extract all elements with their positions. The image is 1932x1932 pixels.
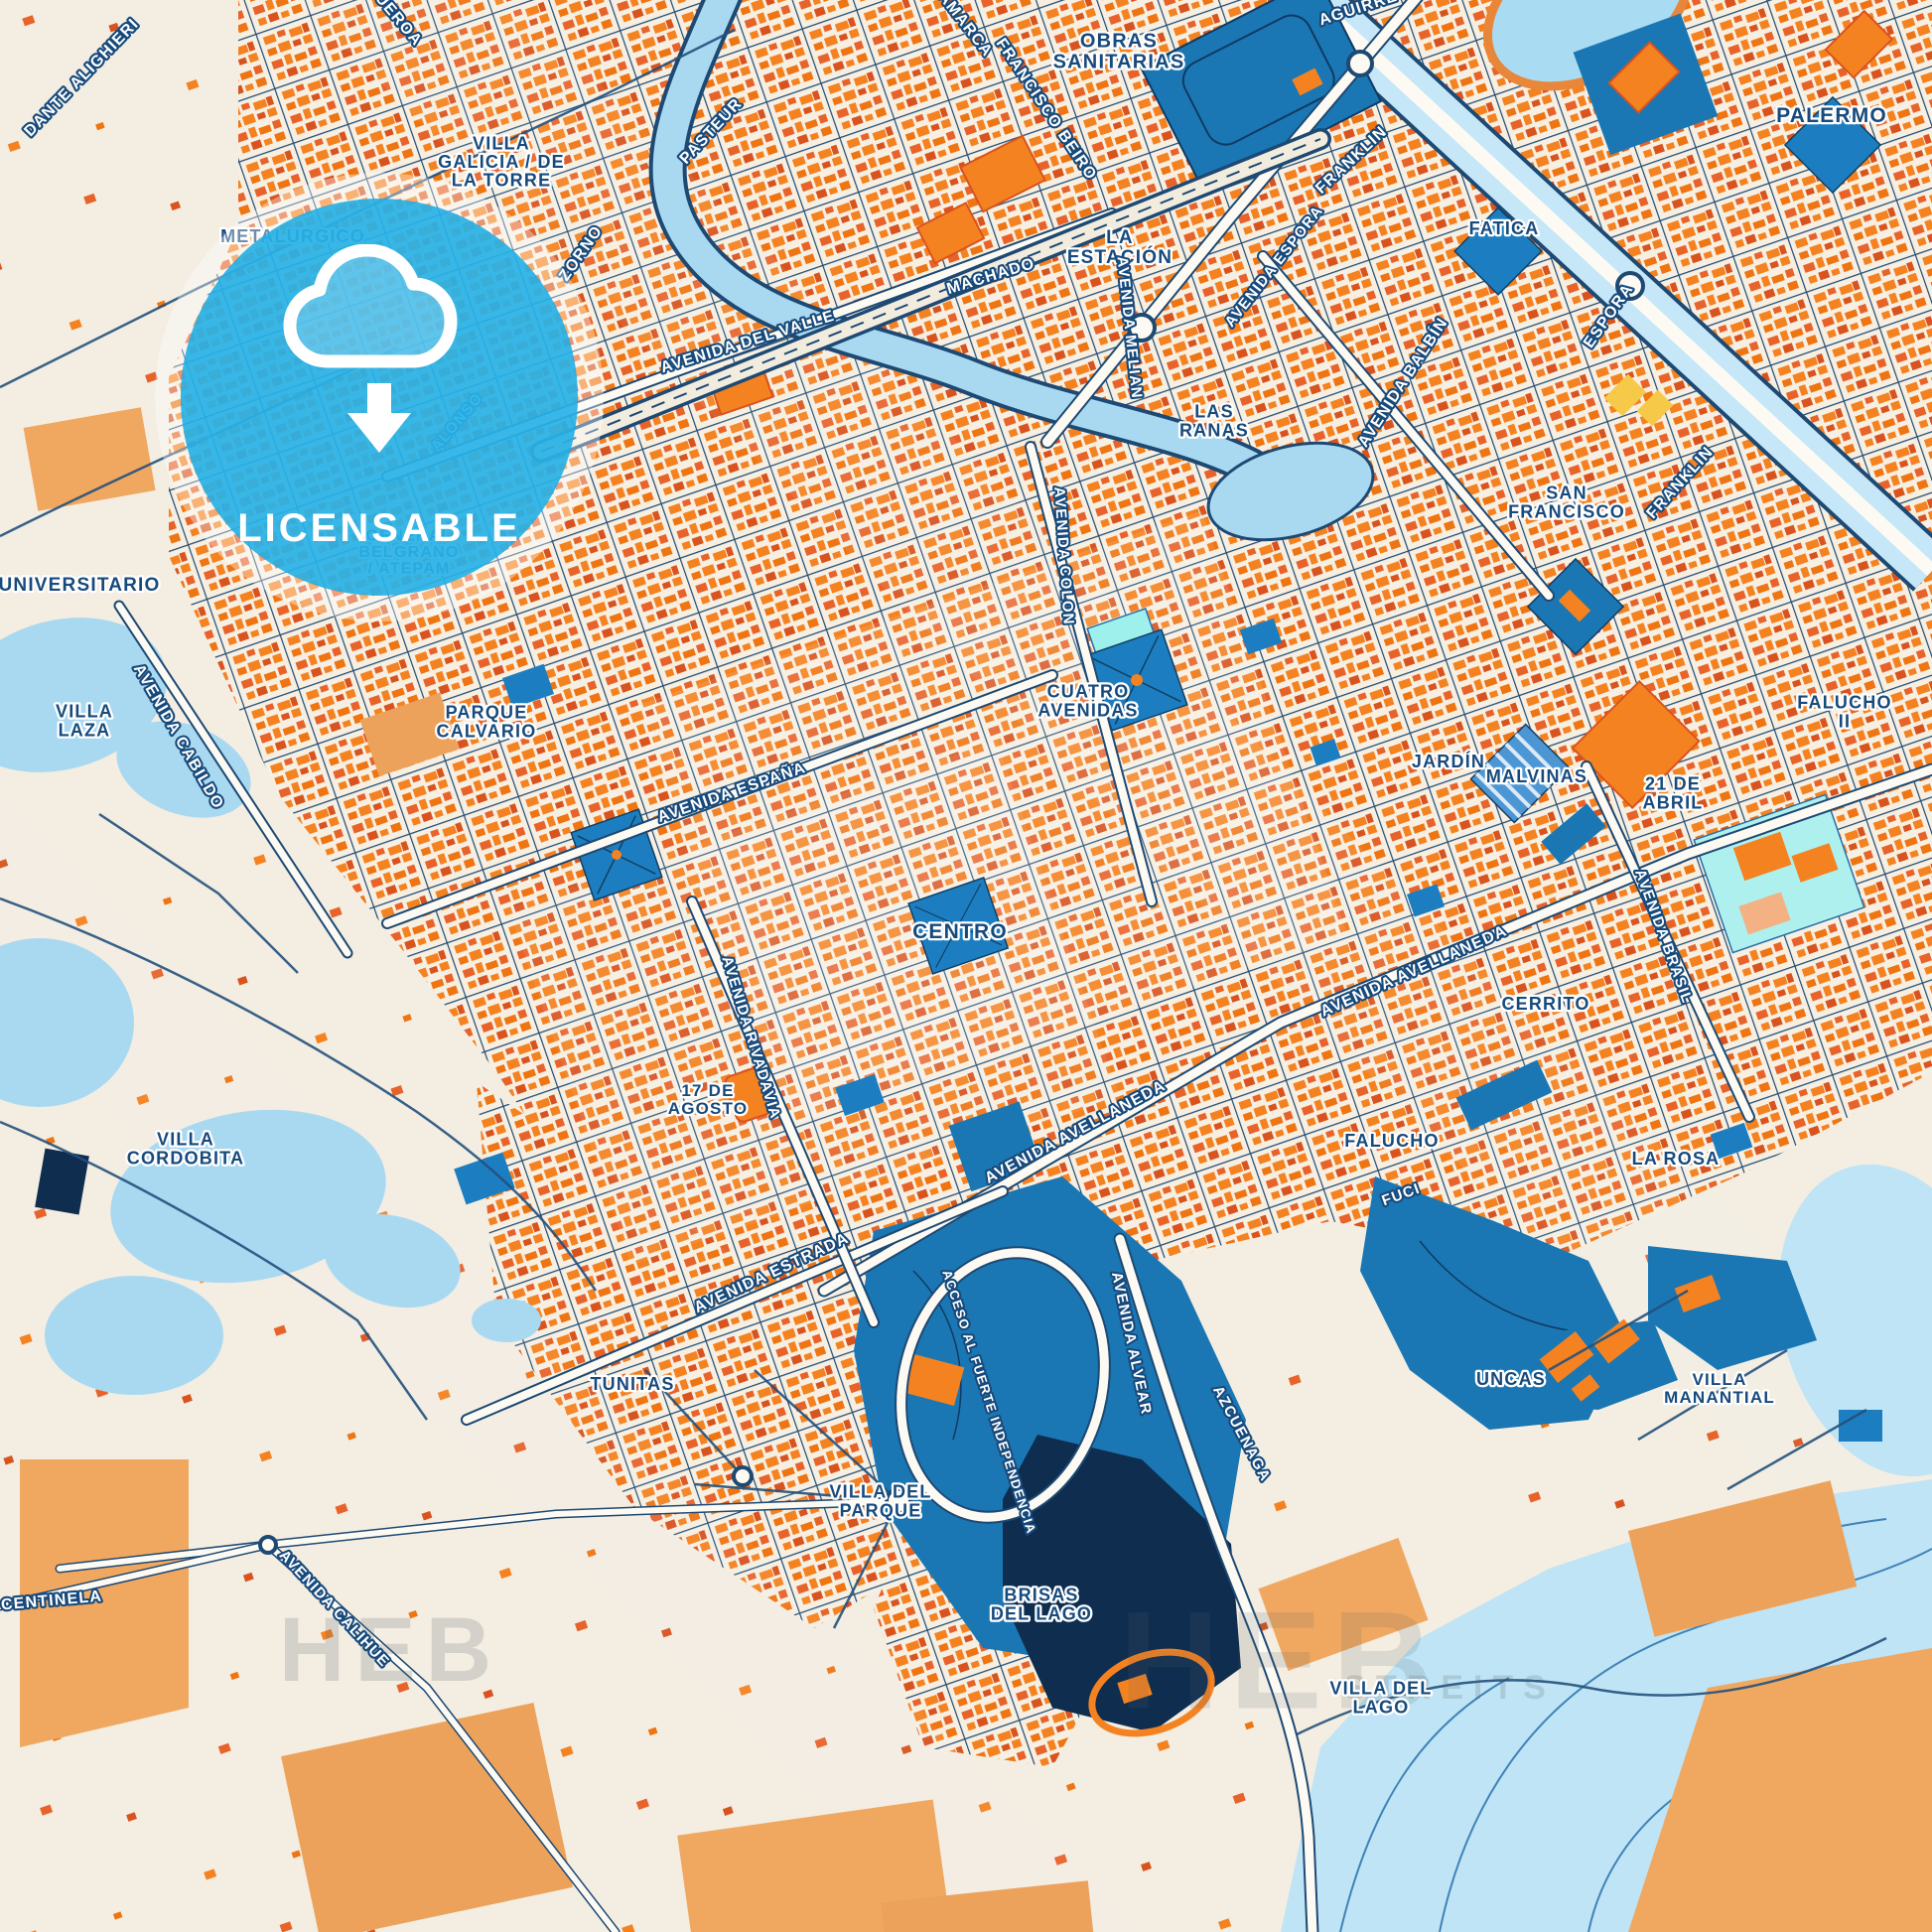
place-label: UNIVERSITARIO <box>0 575 161 596</box>
roundabout <box>732 1465 754 1487</box>
rural-roads <box>0 28 1887 1739</box>
place-label: LAS RANAS <box>1179 402 1249 441</box>
avenida-alvear <box>1115 1234 1317 1932</box>
roundabout <box>1615 271 1645 301</box>
avenida-espora <box>1042 0 1422 447</box>
place-label: FALUCHO II <box>1797 693 1891 732</box>
centinela-road <box>57 1498 901 1572</box>
avenida-calihue-road <box>265 1542 619 1932</box>
avenida-avellaneda <box>819 764 1932 1296</box>
avenida-cabildo <box>115 602 351 957</box>
place-label: VILLA GALICIA / DE LA TORRE <box>438 133 565 190</box>
licensable-badge[interactable]: LICENSABLE <box>181 199 578 596</box>
roundabout <box>1127 313 1157 343</box>
avenida-espana <box>383 671 1056 927</box>
watermark-text: HEB <box>1119 1583 1443 1738</box>
place-label: PARQUE CALVARIO <box>437 703 537 742</box>
parcel-striped <box>1469 723 1571 824</box>
plaza-fatica <box>1453 207 1543 296</box>
place-label: TUNITAS <box>590 1374 674 1394</box>
rural-patches <box>20 407 1932 1932</box>
avenida-colon <box>1027 443 1156 905</box>
place-label: CERRITO <box>1501 994 1589 1014</box>
watermark-text: HEB <box>279 1599 501 1701</box>
park-uncas <box>1514 1320 1678 1410</box>
parcel-san-francisco <box>1526 557 1625 656</box>
place-label: FALUCHO <box>1344 1131 1439 1151</box>
place-label: 17 DE AGOSTO <box>668 1081 749 1118</box>
railway <box>530 128 1331 463</box>
obras-sanitarias-parcel <box>1139 0 1383 194</box>
avenida-balbin <box>1259 252 1553 600</box>
lake-dark <box>1003 1435 1241 1732</box>
parcel-21-de-abril <box>1571 679 1701 810</box>
place-label: MALVINAS <box>1486 766 1587 786</box>
place-label: SAN FRANCISCO <box>1508 483 1625 522</box>
place-label: JARDÍN <box>1412 751 1485 771</box>
avenida-brasil <box>1583 762 1753 1121</box>
place-label: LA ROSA <box>1632 1149 1721 1169</box>
place-label: OBRAS SANITARIAS <box>1053 31 1185 73</box>
plaza-centro <box>907 877 1010 975</box>
parks-layer <box>854 803 1817 1732</box>
place-label: PALERMO <box>1776 104 1887 127</box>
badge-label: LICENSABLE <box>237 505 521 550</box>
roundabout <box>885 1487 912 1515</box>
roundabout <box>1346 50 1374 77</box>
place-label: BRISAS DEL LAGO <box>991 1586 1092 1624</box>
plaza-palermo <box>1783 95 1882 195</box>
place-label: CUATRO AVENIDAS <box>1037 682 1138 721</box>
place-label: VILLA DEL LAGO <box>1329 1679 1432 1718</box>
stadium-track <box>1088 1648 1215 1737</box>
place-label: LA ESTACIÓN <box>1067 227 1173 268</box>
avenida-estrada <box>463 1187 1007 1424</box>
acceso-fuerte-loop <box>897 1248 1109 1522</box>
avenida-rivadavia <box>688 897 878 1326</box>
place-label: VILLA LAZA <box>56 702 113 741</box>
cloud-download-icon <box>283 243 458 453</box>
place-label: UNCAS <box>1476 1369 1546 1389</box>
place-label: FATICA <box>1469 218 1540 238</box>
place-label: VILLA MANANTIAL <box>1664 1370 1775 1407</box>
roundabout <box>258 1535 278 1555</box>
place-label: VILLA DEL PARQUE <box>829 1482 931 1521</box>
watermark-text: STREITS <box>1343 1669 1556 1707</box>
place-label: 21 DE ABRIL <box>1643 774 1704 813</box>
place-label: CENTRO <box>912 920 1008 943</box>
place-label: VILLA CORDOBITA <box>127 1130 244 1169</box>
